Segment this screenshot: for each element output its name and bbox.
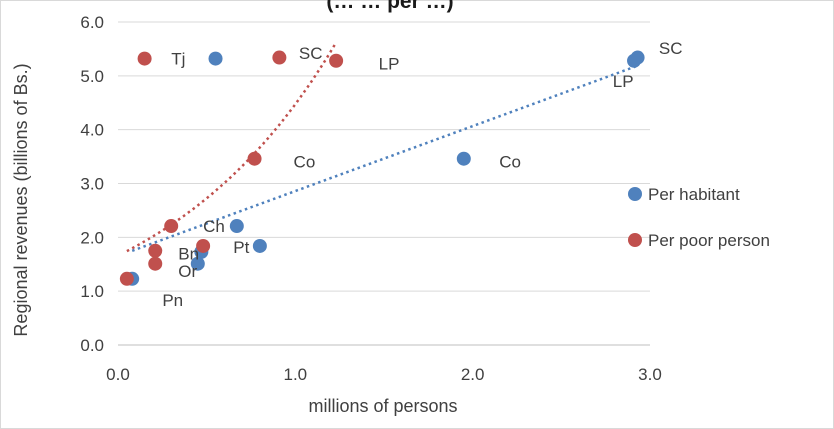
chart-title: (… … per …): [326, 0, 453, 13]
point-series-1: [456, 151, 471, 166]
point-label: Ch: [203, 217, 225, 236]
point-series-2: [272, 50, 287, 65]
point-label: Pt: [233, 238, 249, 257]
legend-marker-2: [628, 233, 642, 247]
legend-label-1: Per habitant: [648, 185, 740, 204]
point-label: LP: [613, 72, 634, 91]
x-tick-label: 2.0: [461, 365, 485, 384]
y-tick-label: 2.0: [80, 228, 104, 247]
trendline-series-2: [126, 41, 338, 253]
y-axis-label: Regional revenues (billions of Bs.): [11, 63, 31, 336]
legend: Per habitant Per poor person: [628, 185, 770, 250]
point-label: Bn: [178, 244, 199, 263]
point-series-2: [164, 219, 179, 234]
y-tick-label: 3.0: [80, 175, 104, 194]
point-series-1: [627, 53, 642, 68]
tick-labels: 0.0 1.0 2.0 3.0 4.0 5.0 6.0 0.0 1.0 2.0 3.0: [80, 13, 661, 384]
point-series-2: [119, 271, 134, 286]
point-series-2: [247, 151, 262, 166]
point-label: Pn: [162, 291, 183, 310]
point-label: Co: [499, 152, 521, 171]
point-series-1: [229, 219, 244, 234]
point-label: Co: [294, 152, 316, 171]
point-label: LP: [379, 54, 400, 73]
y-tick-label: 5.0: [80, 67, 104, 86]
point-label: Or: [178, 262, 197, 281]
y-tick-label: 6.0: [80, 13, 104, 32]
x-tick-label: 1.0: [284, 365, 308, 384]
point-series-2: [329, 53, 344, 68]
trendlines: [126, 41, 639, 253]
y-tick-label: 4.0: [80, 121, 104, 140]
point-label: SC: [659, 39, 683, 58]
y-tick-label: 0.0: [80, 336, 104, 355]
data-points: [119, 50, 645, 286]
x-tick-label: 0.0: [106, 365, 130, 384]
legend-marker-1: [628, 187, 642, 201]
legend-label-2: Per poor person: [648, 231, 770, 250]
point-series-2: [196, 238, 211, 253]
x-tick-label: 3.0: [638, 365, 662, 384]
point-label: SC: [299, 44, 323, 63]
point-series-2: [148, 243, 163, 258]
point-series-1: [208, 51, 223, 66]
point-series-1: [252, 238, 267, 253]
gridlines: [118, 21, 650, 346]
point-label: Tj: [171, 50, 185, 69]
point-series-1: [190, 256, 205, 271]
point-series-2: [137, 51, 152, 66]
x-axis-label: millions of persons: [308, 396, 457, 416]
y-tick-label: 1.0: [80, 282, 104, 301]
point-series-2: [148, 256, 163, 271]
